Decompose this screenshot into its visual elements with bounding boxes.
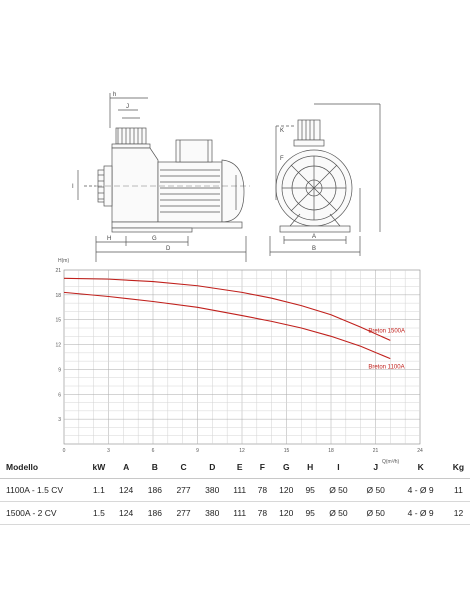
x-tick-label: 9 [196,448,199,454]
table-cell: 1.5 [92,508,105,518]
dim-label-h-base: H [107,236,111,242]
table-cell: 111 [233,508,247,518]
table-cell: 11 [454,485,463,495]
column-header: Modello [6,462,39,472]
column-header: E [236,462,243,472]
dim-label-a: A [312,234,316,240]
x-tick-label: 18 [328,448,334,454]
table-cell: 4 - Ø 9 [407,508,434,518]
x-tick-label: 21 [373,448,379,454]
table-cell: 1500A - 2 CV [6,508,57,518]
dim-label-f: F [280,156,284,162]
dim-label-g: G [152,236,157,242]
dim-label-h: h [113,92,116,98]
x-tick-label: 3 [107,448,110,454]
column-header: Kg [452,462,465,472]
column-header: H [307,462,314,472]
x-tick-label: 24 [417,448,423,454]
column-header: B [151,462,158,472]
dim-label-i: I [72,184,74,190]
column-header: kW [92,462,106,472]
column-header: A [123,462,130,472]
column-header: K [417,462,424,472]
table-cell: 186 [147,508,162,518]
series-line-2 [63,291,391,360]
dim-label-k: K [280,128,284,134]
table-cell: Ø 50 [329,485,348,495]
series-label-2: Breton 1100A [368,365,404,371]
table-body: 1100A - 1.5 CV 1.1 124 186 277 380 111 78 120 95 Ø… [0,479,470,525]
y-tick-label: 18 [55,293,61,299]
dim-label-d: D [166,246,171,252]
table-cell: 95 [305,508,315,518]
table-cell: 78 [257,508,268,518]
y-axis-label: H(m) [58,258,69,264]
y-tick-label: 21 [55,268,61,274]
table-cell: Ø 50 [366,485,385,495]
y-tick-label: 12 [55,343,61,349]
y-tick-label: 9 [58,367,61,373]
table-cell: 78 [257,485,268,495]
table-cell: 124 [119,508,134,518]
table-cell: 277 [176,508,191,518]
series-label-1: Breton 1500A [368,328,405,334]
y-tick-label: 3 [58,417,61,423]
table-row: 1500A - 2 CV 1.5 124 186 277 380 111 78 120 95 Ø 5… [0,502,470,525]
column-header: C [180,462,187,472]
table-cell: 95 [305,485,315,495]
chart-series-lines: Breton 1500A Breton 1100A [63,277,405,371]
column-header: J [373,462,379,472]
table-cell: 12 [453,508,464,518]
y-tick-label: 6 [58,392,61,398]
column-header: G [282,462,290,472]
y-tick-label: 15 [55,318,61,324]
x-tick-label: 6 [152,448,155,454]
chart-tick-labels: 0 3 6 9 12 15 18 21 24 3 6 9 12 15 18 21 [55,268,423,454]
side-view-drawing [77,93,250,262]
column-header: D [209,462,216,472]
table-cell: 120 [279,508,294,518]
column-header: I [337,462,340,472]
front-view-drawing [269,103,381,256]
x-axis-label: Q(m³/h) [382,459,400,465]
table-row: 1100A - 1.5 CV 1.1 124 186 277 380 111 78 120 95 Ø… [0,479,470,502]
dim-label-j: J [126,104,129,110]
table-cell: 380 [205,508,220,518]
table-cell: 380 [205,485,220,495]
pump-technical-drawings: h J I H G D K A B F [72,92,381,262]
table-cell: 277 [176,485,191,495]
table-cell: 111 [233,485,247,495]
dim-label-b: B [312,246,316,252]
table-cell: 186 [147,485,162,495]
table-cell: 124 [119,485,134,495]
column-header: F [259,462,265,472]
table-header-row: Modello kW A B C D E F G H I J K Kg [0,456,470,479]
table-cell: Ø 50 [366,508,385,518]
table-cell: 1.1 [92,485,105,495]
table-cell: 4 - Ø 9 [407,485,434,495]
table-cell: Ø 50 [329,508,348,518]
x-tick-label: 15 [284,448,290,454]
series-line-1 [63,277,391,341]
x-tick-label: 0 [63,448,66,454]
specifications-table: Modello kW A B C D E F G H I J K Kg 1100A - 1.5 CV 1.1… [0,456,470,525]
table-cell: 1100A - 1.5 CV [6,485,64,495]
chart-grid [63,269,421,445]
x-tick-label: 12 [239,448,245,454]
table-cell: 120 [279,485,294,495]
